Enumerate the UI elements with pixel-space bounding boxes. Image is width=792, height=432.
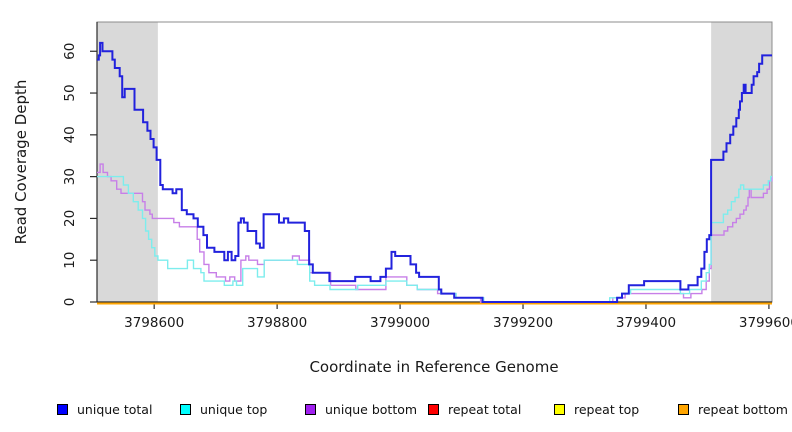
y-tick-label: 10 [62, 252, 78, 269]
legend-swatch-icon [305, 403, 316, 415]
y-tick-label: 60 [62, 43, 78, 60]
x-tick-label: 3799200 [493, 315, 553, 331]
y-tick-label: 40 [62, 126, 78, 143]
series-line-unique-total [97, 41, 772, 303]
legend-label: repeat top [574, 401, 640, 417]
legend-entry-repeat-bottom: repeat bottom [678, 398, 788, 420]
legend-label: repeat bottom [698, 401, 788, 417]
legend-swatch-icon [428, 403, 439, 415]
repeat-region-shading [711, 22, 772, 302]
legend-swatch-icon [678, 403, 689, 415]
series-line-unique-top [97, 175, 772, 303]
x-axis-title: Coordinate in Reference Genome [309, 358, 559, 376]
legend-entry-unique-bottom: unique bottom [305, 398, 417, 420]
y-tick-label: 50 [62, 84, 78, 101]
legend-entry-repeat-top: repeat top [554, 398, 639, 420]
legend: unique total unique top unique bottom repea… [0, 398, 792, 424]
legend-label: repeat total [448, 401, 522, 417]
legend-entry-repeat-total: repeat total [428, 398, 521, 420]
legend-swatch-icon [180, 403, 191, 415]
x-tick-label: 3798600 [124, 315, 184, 331]
legend-swatch-icon [57, 403, 68, 415]
plot-border [96, 21, 773, 303]
repeat-region-shading [97, 22, 158, 302]
legend-entry-unique-total: unique total [57, 398, 152, 420]
x-tick-label: 3799400 [616, 315, 676, 331]
y-tick-label: 20 [62, 210, 78, 227]
legend-label: unique top [200, 401, 268, 417]
y-tick-label: 30 [62, 168, 78, 185]
legend-label: unique total [77, 401, 153, 417]
legend-label: unique bottom [325, 401, 418, 417]
y-axis-title: Read Coverage Depth [12, 79, 30, 245]
x-tick-label: 3798800 [247, 315, 307, 331]
legend-entry-unique-top: unique top [180, 398, 267, 420]
y-tick-label: 0 [62, 298, 78, 307]
legend-swatch-icon [554, 403, 565, 415]
x-tick-label: 3799000 [370, 315, 430, 331]
